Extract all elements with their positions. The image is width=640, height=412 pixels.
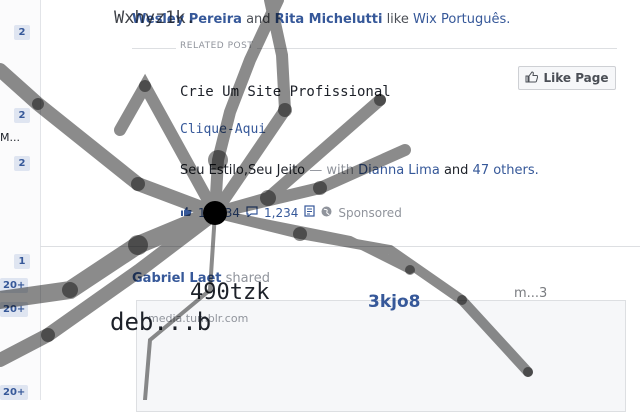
notification-badge[interactable]: 2	[14, 25, 30, 40]
story-verb: like	[386, 12, 409, 27]
like-page-button[interactable]: Like Page	[518, 66, 616, 90]
story-header: Wesley Pereira and Rita Michelutti like …	[132, 12, 510, 27]
share-story-header: Gabriel Laet shared	[132, 271, 270, 286]
post-title: Crie Um Site Profissional	[180, 84, 391, 100]
comment-icon	[246, 205, 258, 220]
like-count[interactable]: 16,834	[198, 205, 240, 220]
tagged-friend-link[interactable]: Dianna Lima	[358, 163, 440, 178]
friend-link[interactable]: Wesley Pereira	[132, 12, 242, 27]
notification-badge[interactable]: 2	[14, 108, 30, 123]
friend-link[interactable]: Rita Michelutti	[274, 12, 383, 27]
attachment-domain: media.tumblr.com	[148, 312, 249, 325]
share-icon	[304, 205, 315, 220]
sponsored-label[interactable]: Sponsored	[338, 205, 402, 220]
with-text: — with	[309, 163, 354, 178]
post-meta-row: 16,834 1,234 Sponsored	[180, 205, 402, 220]
related-post-label: RELATED POST	[176, 41, 258, 51]
and-text: and	[443, 163, 469, 178]
post-subtitle: Seu Estilo,Seu Jeito — with Dianna Lima …	[180, 163, 539, 178]
author-link[interactable]: Gabriel Laet	[132, 271, 222, 286]
shared-attachment-card[interactable]	[136, 300, 626, 412]
feed-divider	[40, 246, 640, 247]
like-count-icon	[180, 206, 192, 220]
glitch-text: 3kjo8	[368, 292, 421, 312]
notification-badge[interactable]: 20+	[0, 278, 29, 293]
thumbs-up-icon	[525, 70, 539, 86]
story-conjunction: and	[246, 12, 271, 27]
globe-icon	[321, 206, 332, 220]
notification-badge[interactable]: 20+	[0, 302, 29, 317]
glitch-text: m...3	[514, 286, 548, 301]
left-sidebar: 2 2 M... 2 1 20+ 20+ 20+	[0, 0, 41, 400]
page-link[interactable]: Wix Português.	[413, 12, 511, 27]
share-action: shared	[225, 271, 270, 286]
glitch-text: deb...b	[110, 308, 212, 336]
post-subtitle-text: Seu Estilo,Seu Jeito	[180, 163, 306, 178]
notification-badge[interactable]: 1	[14, 254, 30, 269]
comment-count[interactable]: 1,234	[264, 205, 299, 220]
others-link[interactable]: 47 others.	[472, 163, 539, 178]
related-divider	[132, 48, 617, 49]
glitch-text: Wxhyz1k.	[114, 8, 196, 28]
sidebar-partial-label: M...	[0, 131, 20, 144]
glitch-text: 490tzk	[190, 280, 270, 305]
like-page-label: Like Page	[543, 71, 609, 85]
notification-badge[interactable]: 2	[14, 156, 30, 171]
notification-badge[interactable]: 20+	[0, 385, 29, 400]
post-cta-link[interactable]: Clique-Aqui	[180, 122, 267, 137]
